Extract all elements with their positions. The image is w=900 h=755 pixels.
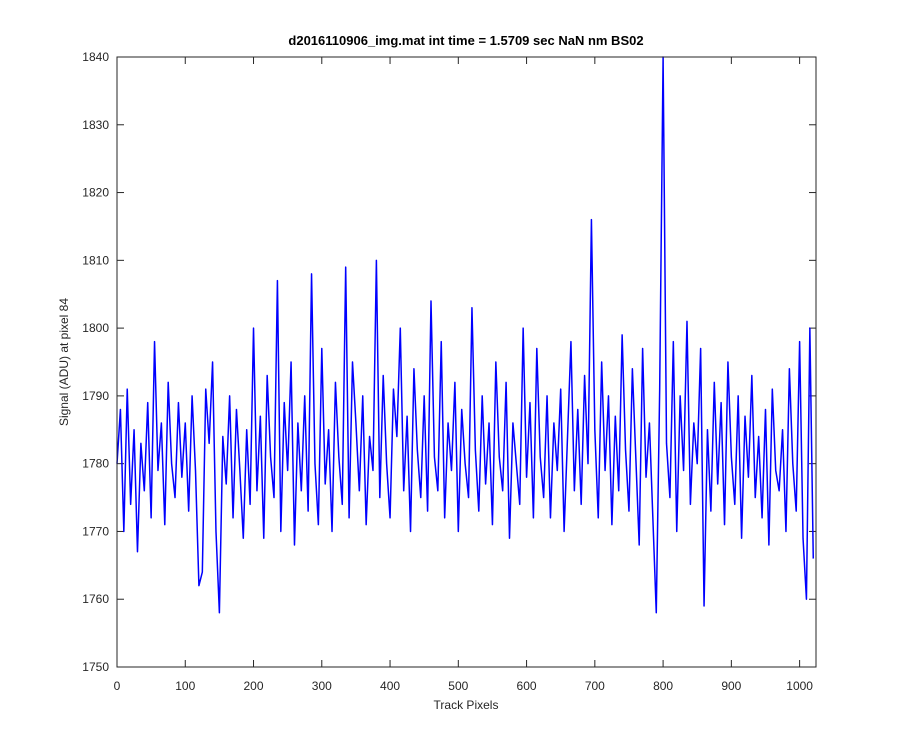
- y-tick-label: 1760: [82, 592, 109, 606]
- x-tick-label: 700: [585, 679, 605, 693]
- x-tick-label: 200: [244, 679, 264, 693]
- y-tick-label: 1840: [82, 50, 109, 64]
- y-axis-label: Signal (ADU) at pixel 84: [57, 298, 71, 426]
- x-tick-label: 100: [175, 679, 195, 693]
- y-tick-label: 1830: [82, 118, 109, 132]
- chart-title: d2016110906_img.mat int time = 1.5709 se…: [288, 33, 643, 48]
- y-tick-label: 1770: [82, 524, 109, 538]
- y-tick-label: 1810: [82, 253, 109, 267]
- y-tick-label: 1790: [82, 389, 109, 403]
- y-tick-label: 1800: [82, 321, 109, 335]
- x-tick-label: 900: [721, 679, 741, 693]
- x-tick-label: 1000: [786, 679, 813, 693]
- x-tick-label: 400: [380, 679, 400, 693]
- y-tick-label: 1750: [82, 660, 109, 674]
- plot-frame: [116, 56, 817, 668]
- x-tick-label: 300: [312, 679, 332, 693]
- x-tick-label: 600: [517, 679, 537, 693]
- x-tick-label: 500: [448, 679, 468, 693]
- x-axis-label: Track Pixels: [434, 698, 499, 712]
- data-line: [116, 56, 815, 614]
- y-tick-label: 1780: [82, 457, 109, 471]
- x-tick-label: 800: [653, 679, 673, 693]
- x-tick-label: 0: [114, 679, 121, 693]
- y-tick-label: 1820: [82, 186, 109, 200]
